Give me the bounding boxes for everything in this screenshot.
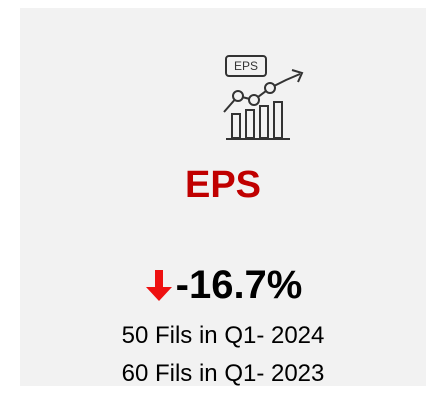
change-value: -16.7% xyxy=(175,263,303,307)
kpi-title: EPS xyxy=(184,164,262,206)
down-arrow xyxy=(145,270,172,301)
current-period: 50 Fils in Q1- 2024 xyxy=(121,322,325,349)
kpi-change: -16.7% xyxy=(20,263,426,308)
previous-period: 60 Fils in Q1- 2023 xyxy=(121,360,325,387)
icon-label: EPS xyxy=(234,59,258,73)
eps-icon: EPS xyxy=(223,55,304,140)
kpi-card: EPS EPS -16.7% 50 Fils in Q1- 2024 60 Fi… xyxy=(20,8,426,387)
